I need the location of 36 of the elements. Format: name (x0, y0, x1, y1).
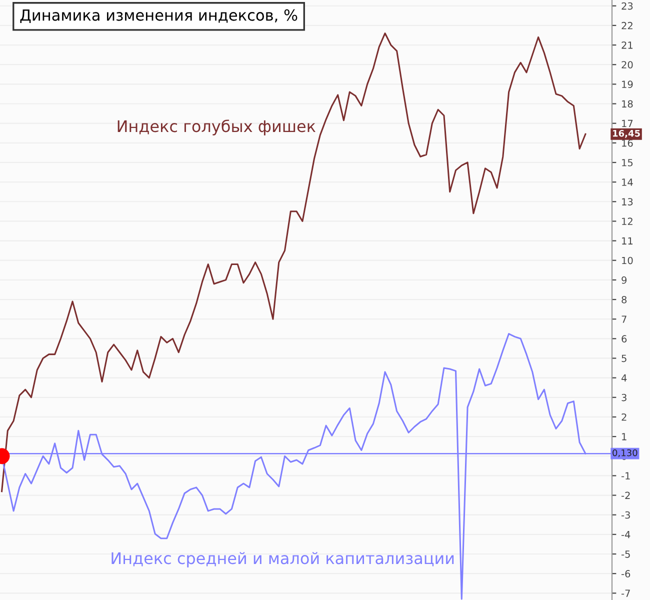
y-tick-label: 20 (622, 61, 633, 68)
y-tick-label: -6 (622, 570, 630, 578)
line-series (1, 32, 586, 492)
y-tick-label: 17 (622, 120, 633, 128)
y-tick-label: 21 (622, 42, 632, 49)
y-tick-label: 4 (622, 374, 627, 382)
text: Динамика изменения индексов, % (20, 9, 298, 24)
y-tick-label: -2 (622, 492, 630, 499)
y-tick-label: 14 (622, 178, 633, 186)
y-tick-label: 23 (622, 2, 633, 10)
text: 16,45 (613, 130, 640, 138)
y-tick-label: 12 (622, 218, 632, 225)
y-tick-label: -1 (622, 472, 630, 480)
y-tick-label: 22 (622, 22, 632, 30)
y-tick-label: 16 (622, 139, 633, 147)
y-tick-label: 2 (622, 413, 626, 421)
y-tick-label: 6 (622, 335, 627, 342)
series-label: Индекс средней и малой капитализации (112, 552, 454, 568)
y-tick-label: 18 (622, 100, 633, 108)
ref-line-label: 0,130 (612, 449, 638, 458)
y-tick-label: 8 (622, 296, 627, 304)
y-tick-label: 15 (622, 159, 633, 166)
y-tick-label: 11 (622, 237, 632, 244)
series-label: Индекс голубых фишек (118, 120, 316, 136)
y-tick-label: -4 (622, 531, 630, 538)
y-tick-label: 10 (622, 256, 633, 264)
y-tick-label: 7 (622, 316, 626, 323)
y-tick-label: -5 (622, 550, 630, 558)
y-tick-label: 19 (622, 80, 633, 88)
y-tick-label: -7 (622, 590, 630, 597)
y-tick-label: 9 (622, 276, 627, 284)
y-tick-label: -3 (622, 511, 630, 519)
y-tick-label: 13 (622, 198, 633, 206)
y-tick-label: 3 (622, 394, 626, 402)
y-tick-label: 1 (622, 433, 626, 440)
y-tick-label: 5 (622, 354, 626, 362)
